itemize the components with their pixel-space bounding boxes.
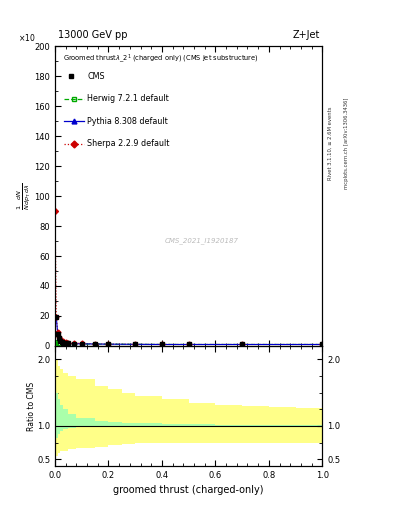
Text: Pythia 8.308 default: Pythia 8.308 default [87,117,168,125]
Text: CMS: CMS [87,72,105,80]
Text: $\times10$: $\times10$ [18,32,35,43]
Text: Rivet 3.1.10, ≥ 2.6M events: Rivet 3.1.10, ≥ 2.6M events [328,106,333,180]
Text: mcplots.cern.ch [arXiv:1306.3436]: mcplots.cern.ch [arXiv:1306.3436] [344,98,349,189]
Y-axis label: Ratio to CMS: Ratio to CMS [27,381,36,431]
Y-axis label: $\frac{1}{\mathit{N}}\frac{d\mathit{N}}{d\mathit{p}_\mathsf{T}\,d\lambda}$: $\frac{1}{\mathit{N}}\frac{d\mathit{N}}{… [16,182,33,210]
Text: Z+Jet: Z+Jet [292,30,320,40]
Text: Herwig 7.2.1 default: Herwig 7.2.1 default [87,94,169,103]
X-axis label: groomed thrust (charged-only): groomed thrust (charged-only) [114,485,264,495]
Text: CMS_2021_I1920187: CMS_2021_I1920187 [165,238,239,244]
Text: Groomed thrust$\lambda\_2^1$ (charged only) (CMS jet substructure): Groomed thrust$\lambda\_2^1$ (charged on… [63,52,259,65]
Text: 13000 GeV pp: 13000 GeV pp [58,30,127,40]
Text: Sherpa 2.2.9 default: Sherpa 2.2.9 default [87,139,169,148]
